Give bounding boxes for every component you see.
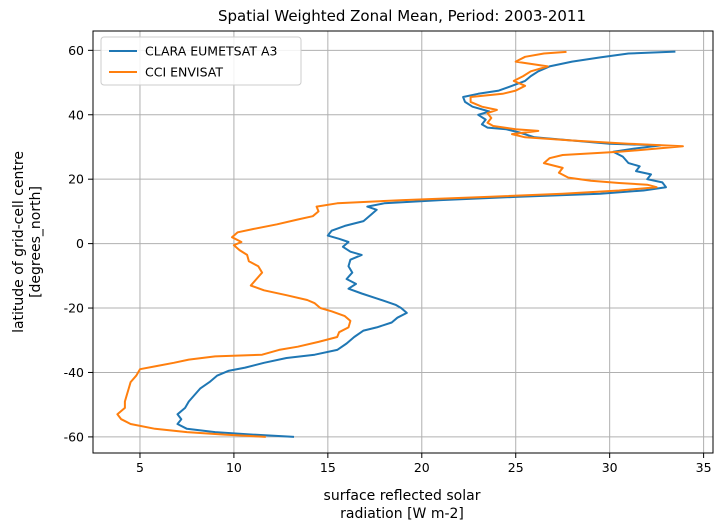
axes	[92, 30, 714, 454]
x-tick-label: 20	[414, 460, 430, 475]
series-line-0	[176, 50, 676, 438]
x-tick-label: 30	[602, 460, 618, 475]
x-tick-label: 25	[508, 460, 524, 475]
x-tick-label: 15	[320, 460, 336, 475]
series-lines	[116, 50, 684, 438]
plot-frame	[92, 30, 714, 454]
legend: CLARA EUMETSAT A3 CCI ENVISAT	[100, 36, 302, 86]
legend-label-1: CCI ENVISAT	[145, 65, 223, 80]
x-tick-label: 5	[136, 460, 144, 475]
series-line-1	[116, 50, 684, 438]
y-tick-label: 20	[68, 172, 84, 187]
y-tick-label: 60	[68, 43, 84, 58]
y-tick-label: 0	[76, 236, 84, 251]
chart-title: Spatial Weighted Zonal Mean, Period: 200…	[218, 7, 586, 25]
y-tick-label: 40	[68, 107, 84, 122]
legend-box	[100, 36, 302, 86]
y-tick-label: -60	[64, 429, 84, 444]
y-tick-label: -40	[64, 365, 84, 380]
x-axis-label-line-2: radiation [W m-2]	[340, 506, 464, 522]
x-axis-ticks: 5 10 15 20 25 30 35	[136, 453, 712, 475]
legend-label-0: CLARA EUMETSAT A3	[145, 44, 277, 59]
x-tick-label: 10	[226, 460, 242, 475]
y-axis-label-line-2: [degrees_north]	[28, 186, 44, 298]
y-axis-label-line-1: latitude of grid-cell centre	[11, 151, 27, 333]
x-axis-label-line-1: surface reflected solar	[324, 488, 481, 504]
grid-lines	[93, 31, 713, 453]
x-tick-label: 35	[696, 460, 712, 475]
y-tick-label: -20	[64, 301, 84, 316]
y-axis-ticks: -60 -40 -20 0 20 40 60	[64, 43, 93, 444]
